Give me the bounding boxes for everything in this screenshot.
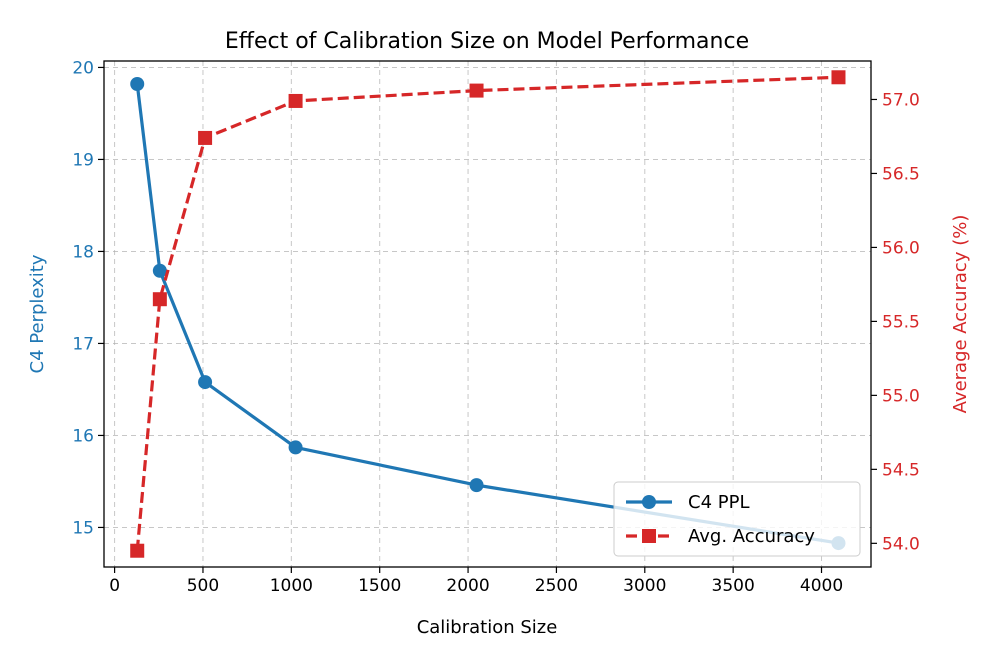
- x-tick-label: 1500: [358, 576, 401, 596]
- data-point-c4-ppl: [288, 440, 303, 455]
- left-axis-title: C4 Perplexity: [27, 254, 48, 373]
- axis-layer: 0 500 1000 1500 2000 2500 3000 3500 4000 15 16 17 18…: [72, 58, 920, 596]
- legend: C4 PPL Avg. Accuracy: [613, 481, 861, 557]
- x-tick-label: 500: [187, 576, 219, 596]
- legend-marker-avg-accuracy: [642, 529, 656, 543]
- data-point-c4-ppl: [130, 77, 145, 91]
- right-axis-title: Average Accuracy (%): [950, 215, 971, 414]
- legend-label-c4-ppl: C4 PPL: [688, 492, 749, 513]
- right-y-tick-label: 57.0: [882, 90, 920, 110]
- x-tick-label: 0: [109, 576, 120, 596]
- right-y-tick-label: 54.0: [882, 534, 920, 554]
- data-point-avg-accuracy: [469, 83, 484, 98]
- x-axis-title: Calibration Size: [417, 617, 558, 638]
- right-y-tick-label: 56.5: [882, 164, 920, 184]
- x-tick-label: 1000: [270, 576, 313, 596]
- left-y-tick-label: 19: [72, 150, 94, 170]
- left-y-tick-label: 17: [72, 334, 94, 354]
- chart-title: Effect of Calibration Size on Model Perf…: [225, 29, 749, 54]
- series-layer: [130, 70, 846, 558]
- grid-layer: [104, 61, 871, 567]
- left-y-tick-label: 15: [72, 518, 94, 538]
- x-tick-label: 3500: [712, 576, 755, 596]
- legend-marker-c4-ppl: [642, 495, 656, 509]
- x-tick-label: 2500: [535, 576, 578, 596]
- data-point-avg-accuracy: [831, 70, 846, 85]
- x-tick-label: 3000: [623, 576, 666, 596]
- right-y-tick-label: 55.5: [882, 312, 920, 332]
- right-y-tick-label: 56.0: [882, 238, 920, 258]
- series-line-c4-ppl: [135, 83, 839, 545]
- data-point-c4-ppl: [198, 375, 213, 390]
- plot-frame: [103, 60, 872, 568]
- data-point-avg-accuracy: [130, 543, 145, 558]
- left-y-tick-label: 16: [72, 426, 94, 446]
- left-y-tick-label: 18: [72, 242, 94, 262]
- data-point-c4-ppl: [469, 478, 484, 493]
- data-point-c4-ppl: [152, 263, 167, 278]
- data-point-avg-accuracy: [288, 93, 303, 108]
- data-point-avg-accuracy: [152, 292, 167, 307]
- x-tick-label: 2000: [446, 576, 489, 596]
- data-point-avg-accuracy: [198, 130, 213, 145]
- legend-label-avg-accuracy: Avg. Accuracy: [688, 526, 815, 547]
- legend-box: [613, 481, 861, 557]
- right-y-tick-label: 54.5: [882, 460, 920, 480]
- series-line-avg-accuracy: [135, 75, 839, 551]
- x-tick-label: 4000: [800, 576, 843, 596]
- right-y-tick-label: 55.0: [882, 386, 920, 406]
- left-y-tick-label: 20: [72, 58, 94, 78]
